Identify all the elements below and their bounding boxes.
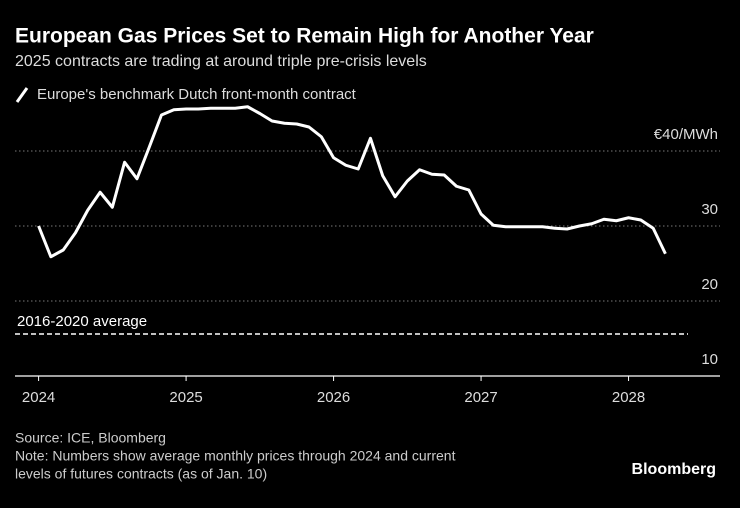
x-tick-label: 2026: [317, 389, 350, 406]
x-tick-label: 2024: [22, 389, 55, 406]
note: Note: Numbers show average monthly price…: [15, 448, 456, 464]
x-tick-label: 2027: [464, 389, 497, 406]
note: levels of futures contracts (as of Jan. …: [15, 466, 267, 482]
x-tick-label: 2028: [612, 389, 645, 406]
brand: Bloomberg: [632, 461, 716, 478]
y-tick-label: 30: [701, 201, 718, 218]
y-tick-label: €40/MWh: [654, 126, 718, 143]
chart-subtitle: 2025 contracts are trading at around tri…: [15, 53, 427, 70]
source: Source: ICE, Bloomberg: [15, 430, 166, 446]
y-tick-label: 10: [701, 351, 718, 368]
y-tick-label: 20: [701, 276, 718, 293]
reference-label: 2016-2020 average: [17, 313, 147, 330]
series-line: [37, 105, 667, 259]
chart-title: European Gas Prices Set to Remain High f…: [15, 25, 594, 48]
legend-swatch: [15, 87, 29, 103]
legend-label: Europe's benchmark Dutch front-month con…: [37, 86, 357, 103]
x-tick-label: 2025: [169, 389, 202, 406]
